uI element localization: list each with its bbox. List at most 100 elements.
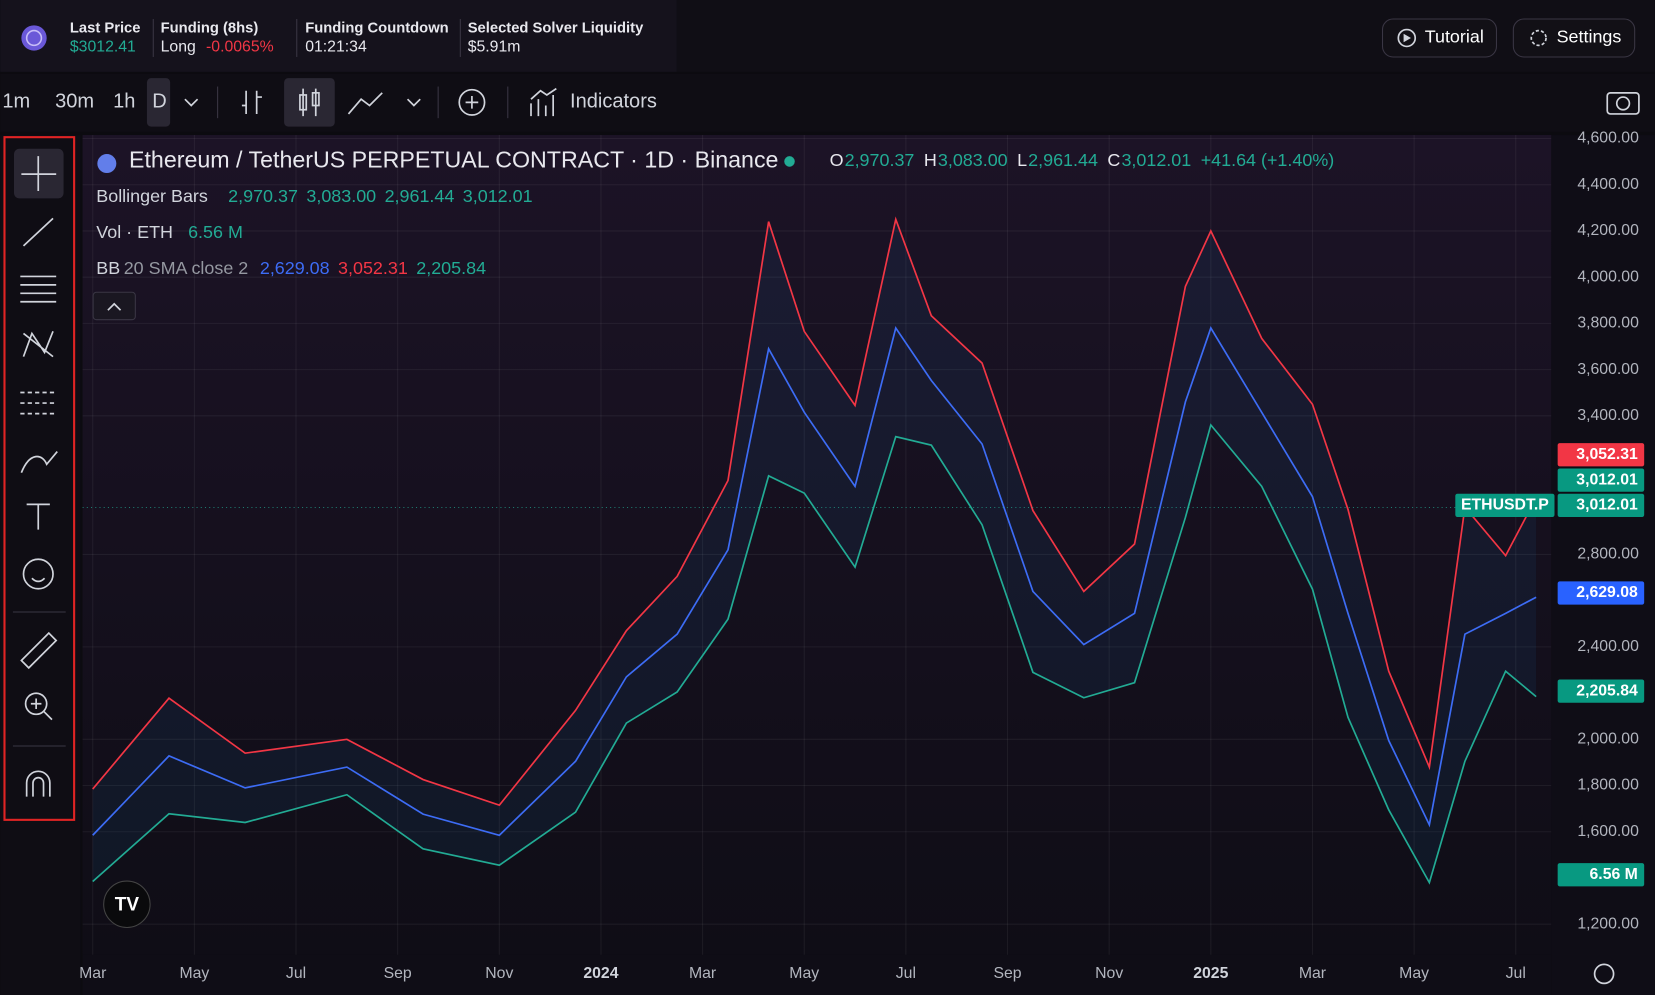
x-tick-label: Sep: [993, 965, 1021, 982]
x-tick-label: Mar: [1299, 965, 1326, 982]
text-tool[interactable]: [26, 503, 50, 530]
stat-value: $5.91m: [468, 39, 521, 56]
y-tick-label: 1,800.00: [1577, 777, 1639, 794]
indicator-value: 3,083.00: [306, 186, 376, 206]
ohlc-value: 3,083.00: [938, 150, 1008, 170]
y-tick-label: 4,000.00: [1577, 268, 1639, 285]
emoji-tool: [31, 577, 46, 583]
y-tick-label: 2,000.00: [1577, 730, 1639, 747]
x-tick-label: 2025: [1193, 965, 1228, 982]
interval[interactable]: 1h: [113, 91, 135, 113]
indicator-value: 2,629.08: [260, 258, 330, 278]
stat-label: Selected Solver Liquidity: [468, 20, 644, 36]
x-tick-label: May: [789, 965, 819, 982]
indicator-value: 2,970.37: [228, 186, 298, 206]
dropdown[interactable]: [406, 98, 421, 107]
x-tick-label: Mar: [79, 965, 106, 982]
x-tick-label: Mar: [689, 965, 716, 982]
emoji-tool[interactable]: [22, 558, 54, 590]
plot-area[interactable]: [82, 135, 1552, 955]
eth-icon: [97, 154, 117, 174]
indicator-name: Vol · ETH: [96, 222, 173, 242]
stat-value: 01:21:34: [305, 39, 367, 56]
area-icon[interactable]: [347, 92, 383, 115]
price-label-box: [1557, 443, 1645, 467]
settings-button[interactable]: [1512, 18, 1636, 58]
camera-icon: [1615, 96, 1631, 111]
price-axis: [1551, 135, 1655, 995]
x-tick-label: Jul: [1506, 965, 1526, 982]
price-label: 6.56 M: [1590, 866, 1638, 883]
axes: 1,200.00 1,600.00 1,800.00 2,000.00 2,400.00…: [79, 130, 1645, 982]
y-tick-label: 4,600.00: [1577, 130, 1639, 147]
trendline-tool[interactable]: [22, 217, 54, 247]
zoom-tool[interactable]: [24, 692, 48, 716]
indicator-value: 2,205.84: [416, 258, 486, 278]
compare-icon: [465, 96, 479, 109]
price-label-box: [1557, 679, 1645, 703]
indicators-icon[interactable]: [530, 87, 557, 117]
indicators-button[interactable]: Indicators: [570, 91, 657, 113]
x-tick-label: Nov: [485, 965, 513, 982]
price-label-box: [1557, 863, 1645, 887]
collapse-button[interactable]: [92, 291, 136, 321]
price-label-box: [1557, 581, 1645, 605]
status-dot: [784, 156, 795, 167]
brush-tool[interactable]: [20, 451, 58, 474]
toolbar: [0, 73, 1655, 132]
stat-value: $3012.41: [70, 39, 136, 56]
logo[interactable]: [21, 25, 47, 51]
tv-logo[interactable]: [103, 880, 151, 928]
stats-panel: [0, 0, 677, 72]
series-line: [92, 216, 1537, 807]
forecast-tool[interactable]: [20, 391, 57, 415]
stat-value: Long: [161, 39, 196, 56]
tv-logo-mark: TV: [115, 894, 140, 915]
symbol-label: ETHUSDT.P: [1461, 497, 1549, 514]
indicator-params: 20 SMA close 2: [124, 258, 249, 278]
fib-tool[interactable]: [20, 275, 57, 303]
compare-icon[interactable]: [458, 88, 486, 116]
price-label: 3,052.31: [1576, 446, 1638, 463]
ohlc-label: C: [1107, 150, 1120, 170]
stat-label: Funding (8hs): [161, 20, 259, 36]
magnet-tool[interactable]: [25, 770, 51, 797]
tool-highlight: [3, 136, 76, 821]
ohlc-label: H: [924, 150, 937, 170]
y-tick-label: 1,200.00: [1577, 915, 1639, 932]
play-icon: [1403, 33, 1411, 43]
crosshair-tool[interactable]: [21, 156, 57, 191]
ruler-tool[interactable]: [20, 631, 58, 670]
x-tick-label: May: [179, 965, 209, 982]
price-label: 3,012.01: [1576, 497, 1638, 514]
indicator-value: 3,052.31: [338, 258, 408, 278]
y-tick-label: 3,400.00: [1577, 407, 1639, 424]
pattern-tool[interactable]: [22, 331, 54, 358]
symbol-label-box: [1455, 493, 1555, 518]
zoom-tool: [30, 698, 53, 721]
indicator-value: 6.56 M: [188, 222, 243, 242]
tool-panel: [0, 135, 81, 995]
ohlc-value: 2,961.44: [1028, 150, 1098, 170]
dropdown[interactable]: [184, 98, 199, 107]
indicator-value: 2,961.44: [385, 186, 455, 206]
bars-icon[interactable]: [241, 90, 262, 114]
y-tick-label: 1,600.00: [1577, 823, 1639, 840]
interval[interactable]: 1m: [2, 91, 30, 113]
interval[interactable]: 30m: [55, 91, 94, 113]
tutorial-button[interactable]: [1381, 18, 1497, 58]
button-label: Settings: [1557, 27, 1622, 47]
y-tick-label: 3,800.00: [1577, 315, 1639, 332]
indicator-name: BB: [96, 258, 120, 278]
x-tick-label: May: [1399, 965, 1429, 982]
ohlc-label: L: [1017, 150, 1027, 170]
x-tick-label: Nov: [1095, 965, 1123, 982]
series-line: [92, 326, 1537, 837]
stat-value: -0.0065%: [206, 39, 274, 56]
camera-icon[interactable]: [1606, 92, 1640, 115]
interval[interactable]: D: [152, 91, 166, 113]
y-tick-label: 2,400.00: [1577, 638, 1639, 655]
settings-icon[interactable]: [1593, 963, 1615, 985]
price-label: 3,012.01: [1576, 471, 1638, 488]
